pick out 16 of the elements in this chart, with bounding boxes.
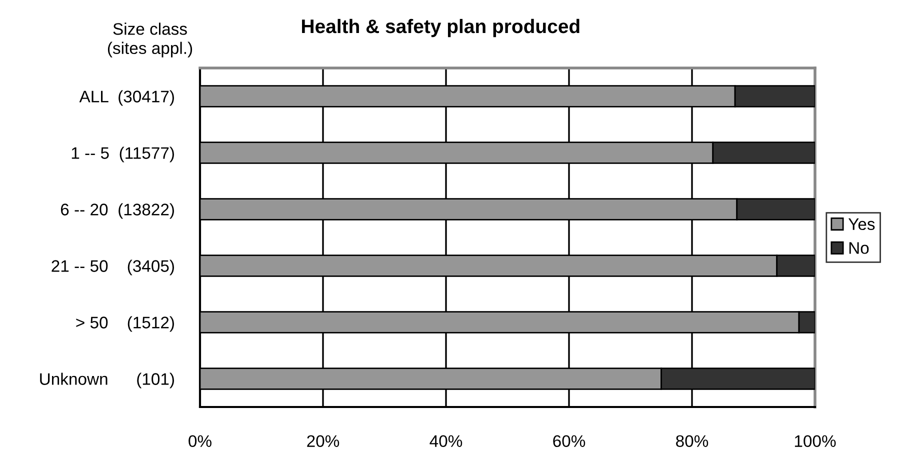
y-tick-label: ALL (30417) — [79, 90, 174, 106]
y-axis-title: Size class (sites appl.) — [108, 22, 192, 58]
y-tick-label: > 50 (1512) — [76, 316, 174, 332]
legend-label: Yes — [848, 218, 875, 230]
y-tick-label: 1 -- 5 (11577) — [72, 146, 174, 162]
x-tick-label: 100% — [794, 435, 836, 448]
chart-title: Health & safety plan produced — [302, 18, 580, 38]
x-tick-label: 80% — [676, 435, 708, 448]
x-tick-label: 0% — [188, 435, 212, 448]
x-tick-label: 60% — [553, 435, 586, 448]
x-tick-label: 20% — [307, 435, 340, 448]
x-tick-label: 40% — [430, 435, 462, 448]
y-tick-label: Unknown (101) — [40, 372, 174, 388]
y-tick-label: 6 -- 20 (13822) — [60, 203, 174, 219]
legend-label: No — [849, 242, 869, 254]
y-tick-label: 21 -- 50 (3405) — [52, 260, 174, 276]
